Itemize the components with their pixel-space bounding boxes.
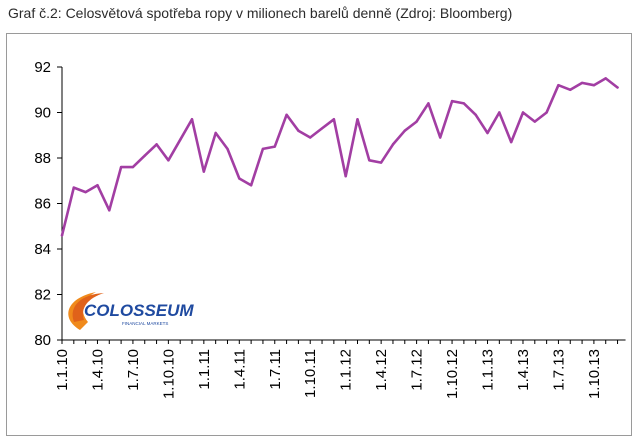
x-tick-label: 1.1.11 (196, 349, 213, 390)
y-tick-label: 90 (34, 105, 51, 122)
data-point (84, 190, 87, 194)
data-point (320, 127, 324, 130)
data-point (616, 86, 619, 89)
data-point (509, 140, 513, 144)
data-point (427, 102, 430, 105)
data-point (533, 120, 536, 123)
data-point (391, 143, 395, 146)
data-point (72, 186, 76, 189)
data-point (379, 161, 383, 164)
x-tick-label: 1.4.11 (231, 349, 248, 390)
data-point (521, 111, 525, 114)
chart-axes (61, 67, 626, 341)
x-tick-label: 1.4.13 (515, 349, 532, 391)
data-point (285, 113, 288, 116)
oil-consumption-line (60, 77, 619, 237)
data-point (261, 147, 265, 151)
x-tick-label: 1.7.12 (409, 349, 426, 391)
x-axis-ticks: 1.1.10 1.4.10 1.7.10 1.10.10 1.1.11 1.4.11 1.7… (54, 340, 619, 399)
data-point (131, 165, 135, 169)
data-point (569, 88, 572, 91)
x-tick-label: 1.1.13 (480, 349, 497, 391)
data-point (309, 136, 312, 139)
logo-swoosh-accent-icon (72, 293, 104, 322)
x-tick-label: 1.4.10 (89, 349, 106, 391)
data-point (238, 177, 241, 180)
data-point (439, 136, 442, 139)
logo-name: COLOSSEUM (84, 301, 194, 320)
x-tick-label: 1.1.10 (54, 349, 71, 391)
data-point (545, 111, 548, 114)
data-point (356, 118, 359, 121)
chart-caption: Graf č.2: Celosvětová spotřeba ropy v mi… (8, 5, 513, 21)
y-tick-label: 88 (34, 150, 51, 167)
data-point (297, 129, 300, 132)
data-point (580, 81, 584, 85)
chart-frame (6, 33, 632, 436)
y-axis-ticks: 80 82 84 86 88 90 92 (34, 59, 62, 349)
x-tick-label: 1.10.13 (586, 349, 603, 399)
x-tick-label: 1.7.13 (550, 349, 567, 391)
y-tick-label: 84 (34, 241, 51, 258)
data-point (486, 131, 489, 135)
data-point (462, 102, 466, 105)
data-point (249, 184, 253, 187)
data-point (344, 175, 347, 178)
data-point (273, 145, 276, 148)
x-tick-label: 1.7.10 (125, 349, 142, 391)
data-point (108, 209, 111, 212)
y-tick-label: 82 (34, 287, 51, 304)
data-point (214, 131, 217, 135)
data-point (332, 118, 336, 121)
x-tick-label: 1.1.12 (338, 349, 355, 391)
x-tick-label: 1.7.11 (267, 349, 284, 390)
data-point (474, 113, 477, 116)
data-point (202, 170, 206, 173)
data-point (119, 165, 123, 169)
data-series (60, 77, 619, 237)
data-point (450, 99, 454, 103)
y-tick-label: 92 (34, 59, 51, 76)
data-point (155, 143, 158, 146)
data-point (403, 129, 406, 132)
x-tick-label: 1.10.11 (302, 349, 319, 398)
logo-tagline: FINANCIAL MARKETS (122, 321, 168, 326)
y-tick-label: 86 (34, 196, 51, 213)
y-tick-label: 80 (34, 332, 51, 349)
x-tick-label: 1.4.12 (373, 349, 390, 391)
data-point (604, 77, 607, 80)
data-point (368, 159, 371, 162)
data-point (179, 138, 182, 141)
x-tick-label: 1.10.12 (444, 349, 461, 399)
data-point (143, 154, 146, 157)
data-point (60, 234, 64, 237)
colosseum-logo: COLOSSEUM FINANCIAL MARKETS (68, 292, 194, 330)
data-point (226, 147, 229, 151)
data-point (167, 159, 170, 162)
data-point (415, 120, 418, 123)
x-tick-label: 1.10.10 (160, 349, 177, 399)
data-point (96, 184, 99, 187)
data-point (592, 84, 596, 87)
data-point (498, 111, 501, 114)
data-point (190, 118, 194, 121)
data-point (557, 84, 560, 87)
